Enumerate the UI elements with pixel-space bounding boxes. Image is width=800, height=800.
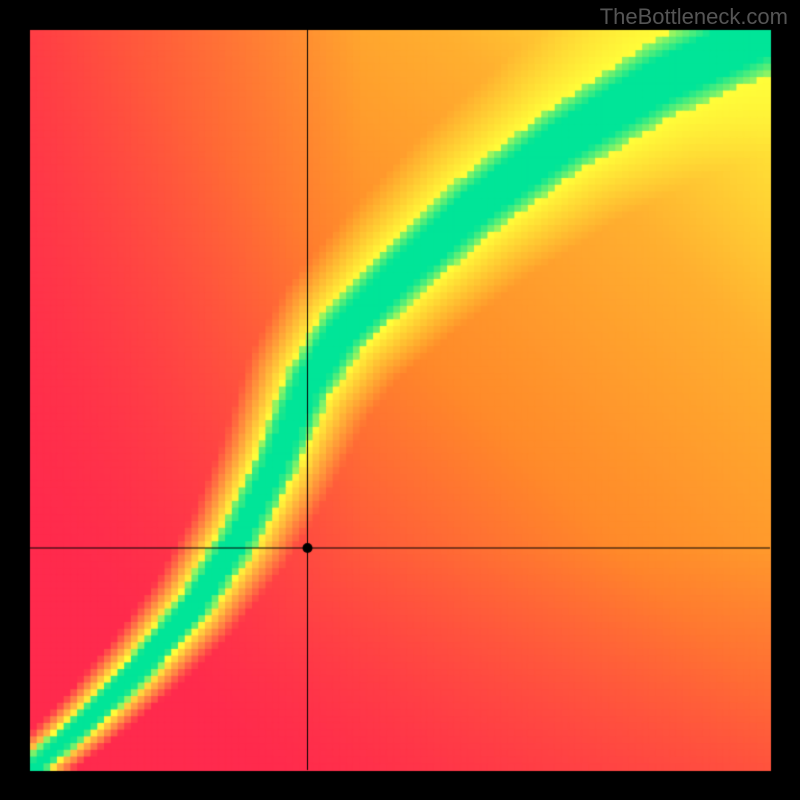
chart-container: TheBottleneck.com bbox=[0, 0, 800, 800]
heatmap-canvas bbox=[0, 0, 800, 800]
watermark: TheBottleneck.com bbox=[600, 4, 788, 30]
